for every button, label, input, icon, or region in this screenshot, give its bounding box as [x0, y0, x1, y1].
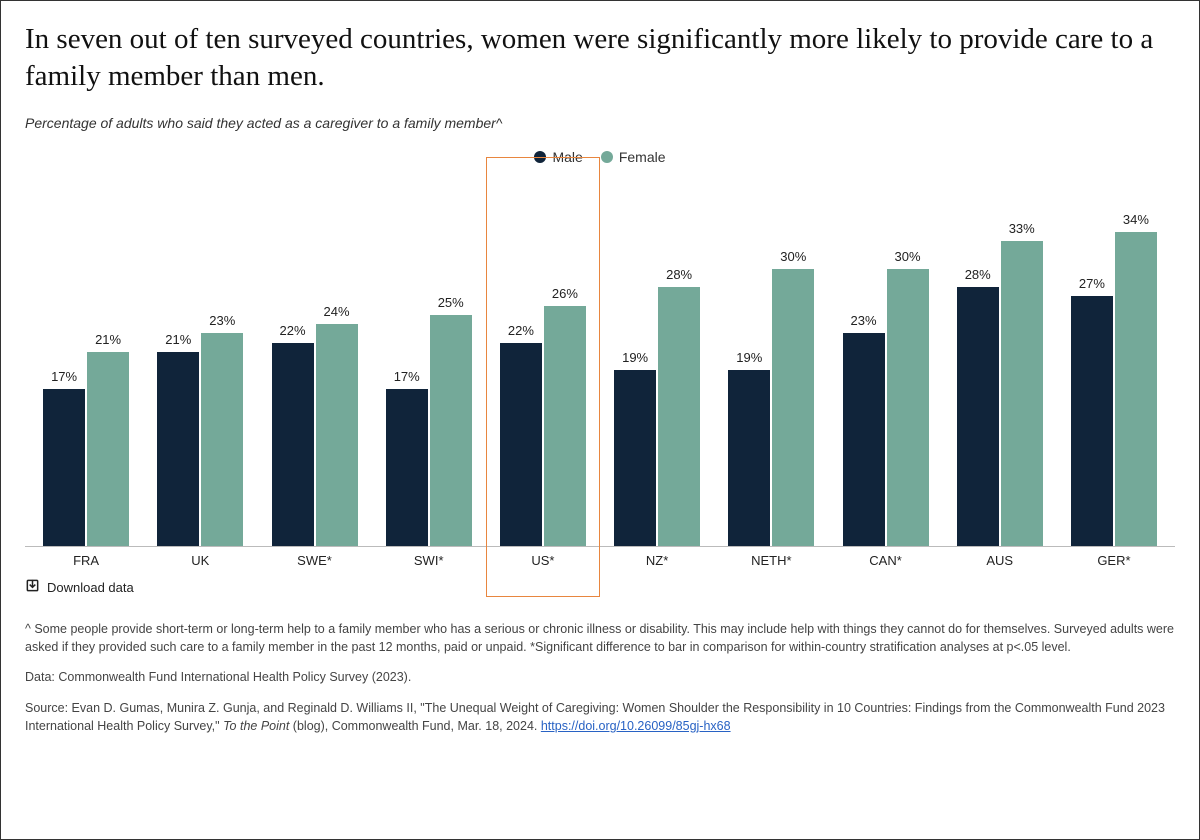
bar-female: 24% [316, 324, 358, 546]
legend-label-male: Male [552, 149, 582, 165]
bar-group: 21%23% [143, 177, 257, 546]
download-label: Download data [47, 580, 134, 595]
chart-title: In seven out of ten surveyed countries, … [25, 21, 1175, 95]
bar-value-label: 30% [895, 249, 921, 264]
bar-male: 17% [43, 389, 85, 546]
bar-value-label: 19% [736, 350, 762, 365]
bar-value-label: 25% [438, 295, 464, 310]
bar-group: 23%30% [828, 177, 942, 546]
x-axis-label: SWE* [257, 553, 371, 568]
bar-female: 30% [772, 269, 814, 547]
footnotes: ^ Some people provide short-term or long… [25, 620, 1175, 735]
source-link[interactable]: https://doi.org/10.26099/85gj-hx68 [541, 719, 731, 733]
bar-group: 28%33% [943, 177, 1057, 546]
x-axis: FRAUKSWE*SWI*US*NZ*NETH*CAN*AUSGER* [25, 553, 1175, 568]
bar-value-label: 23% [209, 313, 235, 328]
x-axis-label: SWI* [372, 553, 486, 568]
source-italic: To the Point [223, 719, 289, 733]
legend-dot-male [534, 151, 546, 163]
x-axis-label: UK [143, 553, 257, 568]
bar-group: 22%26% [486, 177, 600, 546]
bar-value-label: 27% [1079, 276, 1105, 291]
footnote-data: Data: Commonwealth Fund International He… [25, 668, 1175, 686]
legend-item-male: Male [534, 149, 582, 165]
legend: Male Female [25, 149, 1175, 165]
bar-male: 27% [1071, 296, 1113, 546]
x-axis-label: US* [486, 553, 600, 568]
chart: 17%21%21%23%22%24%17%25%22%26%19%28%19%3… [25, 177, 1175, 568]
bar-value-label: 17% [51, 369, 77, 384]
bar-value-label: 34% [1123, 212, 1149, 227]
legend-label-female: Female [619, 149, 666, 165]
bar-value-label: 24% [323, 304, 349, 319]
x-axis-label: NZ* [600, 553, 714, 568]
x-axis-label: CAN* [828, 553, 942, 568]
bar-group: 27%34% [1057, 177, 1171, 546]
bar-female: 28% [658, 287, 700, 546]
bar-value-label: 22% [279, 323, 305, 338]
bar-male: 19% [614, 370, 656, 546]
footnote-source: Source: Evan D. Gumas, Munira Z. Gunja, … [25, 699, 1175, 735]
bar-value-label: 33% [1009, 221, 1035, 236]
x-axis-label: GER* [1057, 553, 1171, 568]
legend-dot-female [601, 151, 613, 163]
bar-female: 23% [201, 333, 243, 546]
bar-value-label: 17% [394, 369, 420, 384]
source-suffix: (blog), Commonwealth Fund, Mar. 18, 2024… [289, 719, 541, 733]
footnote-caret: ^ Some people provide short-term or long… [25, 620, 1175, 656]
bar-value-label: 26% [552, 286, 578, 301]
bar-value-label: 19% [622, 350, 648, 365]
download-data-button[interactable]: Download data [25, 578, 1175, 596]
bar-female: 33% [1001, 241, 1043, 546]
bar-female: 25% [430, 315, 472, 546]
bar-group: 17%25% [372, 177, 486, 546]
bar-male: 28% [957, 287, 999, 546]
bar-male: 23% [843, 333, 885, 546]
chart-subtitle: Percentage of adults who said they acted… [25, 115, 1175, 131]
bar-group: 17%21% [29, 177, 143, 546]
bar-male: 22% [272, 343, 314, 547]
bar-male: 21% [157, 352, 199, 546]
bar-male: 19% [728, 370, 770, 546]
bar-value-label: 28% [666, 267, 692, 282]
plot-area: 17%21%21%23%22%24%17%25%22%26%19%28%19%3… [25, 177, 1175, 547]
bar-value-label: 30% [780, 249, 806, 264]
bar-group: 19%30% [714, 177, 828, 546]
x-axis-label: FRA [29, 553, 143, 568]
bar-female: 26% [544, 306, 586, 547]
x-axis-label: NETH* [714, 553, 828, 568]
bar-female: 34% [1115, 232, 1157, 547]
bar-male: 22% [500, 343, 542, 547]
download-icon [25, 578, 40, 596]
bar-value-label: 21% [95, 332, 121, 347]
bar-group: 22%24% [257, 177, 371, 546]
bar-female: 21% [87, 352, 129, 546]
bar-group: 19%28% [600, 177, 714, 546]
legend-item-female: Female [601, 149, 666, 165]
bar-value-label: 21% [165, 332, 191, 347]
bar-value-label: 22% [508, 323, 534, 338]
x-axis-label: AUS [943, 553, 1057, 568]
bar-value-label: 28% [965, 267, 991, 282]
bar-value-label: 23% [851, 313, 877, 328]
bar-female: 30% [887, 269, 929, 547]
bar-male: 17% [386, 389, 428, 546]
